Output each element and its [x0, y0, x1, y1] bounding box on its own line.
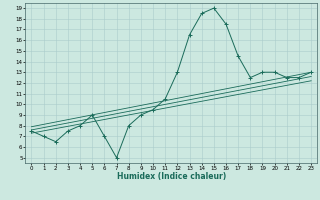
- X-axis label: Humidex (Indice chaleur): Humidex (Indice chaleur): [117, 172, 226, 181]
